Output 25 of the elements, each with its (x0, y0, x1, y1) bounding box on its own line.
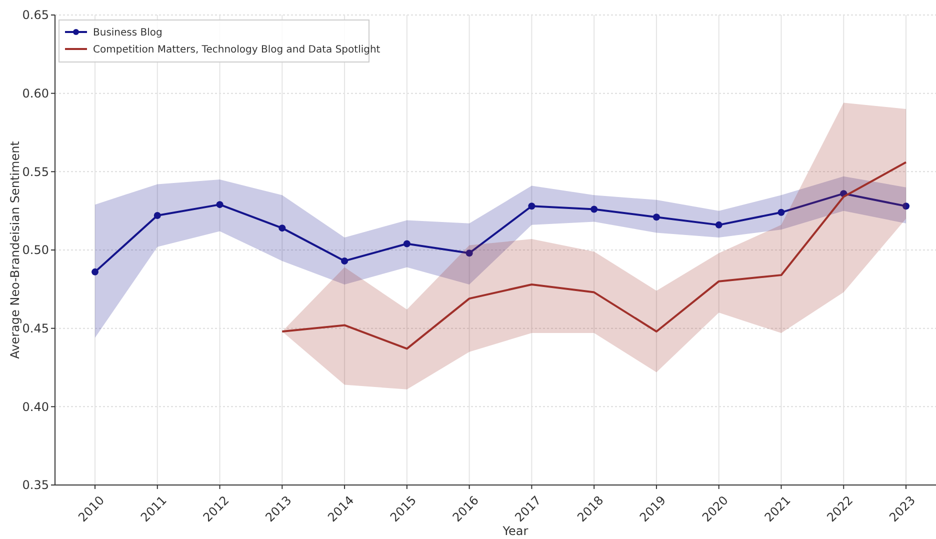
point (778, 208, 785, 216)
point (652, 214, 660, 221)
y-axis-title: Average Neo-Brandeisian Sentiment (8, 140, 22, 359)
line-series (281, 161, 907, 350)
point (590, 206, 598, 213)
y-tick-label: 0.50 (22, 243, 49, 258)
y-tick-label: 0.35 (22, 478, 49, 492)
x-axis-title: Year (502, 524, 528, 538)
legend-label: Competition Matters, Technology Blog and Data Spotlight (93, 44, 380, 56)
y-tick-label: 0.45 (22, 322, 49, 336)
point (466, 250, 473, 257)
point (403, 240, 410, 248)
point (715, 221, 722, 228)
y-tick-label: 0.60 (22, 86, 49, 101)
point (528, 202, 536, 210)
point (341, 257, 348, 264)
y-tick-label: 0.55 (22, 164, 49, 179)
point (216, 201, 224, 208)
point (278, 224, 286, 232)
legend-label: Business Blog (93, 28, 162, 38)
point (92, 268, 98, 276)
y-tick-label: 0.40 (22, 400, 49, 414)
point (154, 212, 161, 220)
y-tick-label: 0.65 (22, 8, 49, 22)
point (902, 202, 910, 210)
